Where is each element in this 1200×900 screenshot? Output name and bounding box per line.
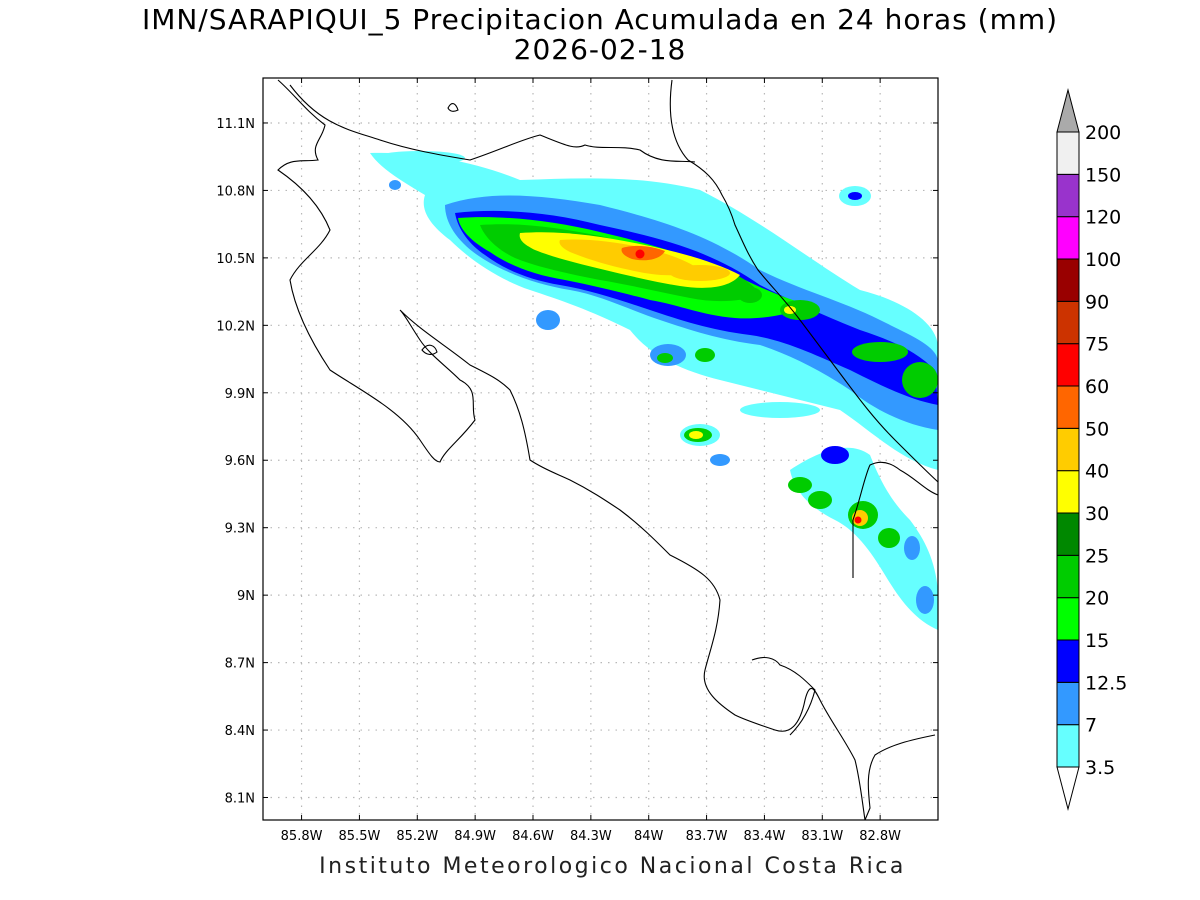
colorbar-level-label: 25 [1085, 545, 1109, 567]
colorbar-level-label: 100 [1085, 249, 1121, 271]
precip-cell-t [738, 287, 762, 303]
x-tick-label: 85.2W [396, 829, 438, 844]
precip-cell-d [695, 348, 715, 362]
colorbar-swatch [1056, 300, 1080, 345]
precip-cell-b [536, 310, 560, 330]
colorbar-level-label: 12.5 [1085, 672, 1127, 694]
y-tick-label: 9.9N [225, 387, 255, 402]
colorbar-above-triangle [1056, 88, 1080, 133]
colorbar-level-label: 30 [1085, 503, 1109, 525]
map-title: IMN/SARAPIQUI_5 Precipitacion Acumulada … [141, 3, 1059, 36]
colorbar-level-label: 50 [1085, 418, 1109, 440]
colorbar-swatch [1056, 597, 1080, 641]
colorbar-swatch [1056, 385, 1080, 429]
y-tick-label: 8.4N [225, 724, 255, 739]
y-tick-label: 10.5N [216, 252, 255, 267]
colorbar-level-label: 60 [1085, 376, 1109, 398]
coastline-borders [277, 79, 938, 820]
y-tick-label: 9N [237, 589, 255, 604]
precip-cell-l [821, 446, 849, 464]
colorbar-swatch [1056, 724, 1080, 768]
y-tick-label: 8.1N [225, 792, 255, 807]
island-north [447, 102, 459, 112]
x-tick-label: 85.5W [339, 829, 381, 844]
colorbar-swatch [1056, 216, 1080, 260]
colorbar-level-label: 90 [1085, 291, 1109, 313]
panama-border [852, 461, 938, 578]
colorbar-swatch [1056, 512, 1080, 556]
latitude-axis: 11.1N 10.8N 10.5N 10.2N 9.9N 9.6N 9.3N 9N 8.7N 8.… [216, 117, 938, 807]
precip-cell-k [808, 491, 832, 509]
precip-cell-q [902, 362, 938, 398]
precip-cell-r [852, 342, 908, 362]
x-tick-label: 84.9W [454, 829, 496, 844]
longitude-axis: 85.8W 85.5W 85.2W 84.9W 84.6W 84.3W 84W 83.7W 83… [281, 78, 901, 844]
colorbar-level-label: 20 [1085, 588, 1109, 610]
colorbar-swatch [1056, 258, 1080, 302]
y-tick-label: 10.2N [216, 319, 255, 334]
colorbar-swatch [1056, 639, 1080, 683]
caribbean-coast [669, 79, 938, 483]
colorbar-legend: 3.5 7 12.5 15 20 25 30 40 50 60 75 90 100 120 150 200 [1056, 88, 1127, 811]
y-tick-label: 9.3N [225, 522, 255, 537]
precip-cell-m3 [854, 516, 862, 524]
precip-core-red [635, 249, 645, 259]
precipitation-field [370, 151, 938, 630]
precip-cell-g [389, 180, 401, 190]
colorbar-level-label: 15 [1085, 630, 1109, 652]
colorbar-swatch [1056, 470, 1080, 514]
nicoya-island [421, 344, 438, 355]
precip-cell-p [916, 586, 934, 614]
colorbar-level-label: 200 [1085, 122, 1121, 144]
precip-cell-o [904, 536, 920, 560]
precip-cell-h [740, 402, 820, 418]
colorbar-below-triangle [1056, 766, 1080, 811]
precip-cell-a3 [689, 431, 703, 439]
y-tick-label: 8.7N [225, 657, 255, 672]
colorbar-swatch [1056, 173, 1080, 218]
colorbar-level-label: 75 [1085, 334, 1109, 356]
precip-cell-s2 [784, 306, 796, 314]
map-frame [262, 77, 939, 821]
y-tick-label: 10.8N [216, 184, 255, 199]
precip-cell-i [710, 454, 730, 466]
precip-cell-e [375, 151, 465, 165]
pacific-coast [277, 79, 936, 820]
colorbar-swatch [1056, 131, 1080, 175]
colorbar-swatch [1056, 427, 1080, 472]
precip-cell-n [878, 528, 900, 548]
x-tick-label: 85.8W [281, 829, 323, 844]
x-tick-label: 84W [634, 829, 664, 844]
map-date: 2026-02-18 [513, 33, 687, 66]
colorbar-level-label: 40 [1085, 461, 1109, 483]
osa-peninsula [751, 656, 816, 736]
precip-cell-c2 [657, 353, 673, 363]
colorbar-swatch [1056, 681, 1080, 726]
y-tick-label: 9.6N [225, 454, 255, 469]
colorbar-level-label: 7 [1085, 715, 1097, 737]
x-tick-label: 83.1W [801, 829, 843, 844]
nicaragua-border [289, 84, 696, 163]
colorbar-level-label: 3.5 [1085, 757, 1115, 779]
footer-credit: Instituto Meteorologico Nacional Costa R… [319, 854, 906, 879]
colorbar-swatch [1056, 554, 1080, 599]
y-tick-label: 11.1N [216, 117, 255, 132]
x-tick-label: 84.6W [512, 829, 554, 844]
colorbar-level-label: 120 [1085, 207, 1121, 229]
x-tick-label: 84.3W [570, 829, 612, 844]
x-tick-label: 82.8W [859, 829, 901, 844]
precip-cell-f2 [848, 192, 862, 200]
x-tick-label: 83.7W [686, 829, 728, 844]
precip-cell-s [780, 300, 820, 320]
x-tick-label: 83.4W [744, 829, 786, 844]
precip-cell-yellow-east [670, 265, 730, 281]
colorbar-swatch [1056, 343, 1080, 387]
colorbar-level-label: 150 [1085, 164, 1121, 186]
precip-cell-j [788, 477, 812, 493]
